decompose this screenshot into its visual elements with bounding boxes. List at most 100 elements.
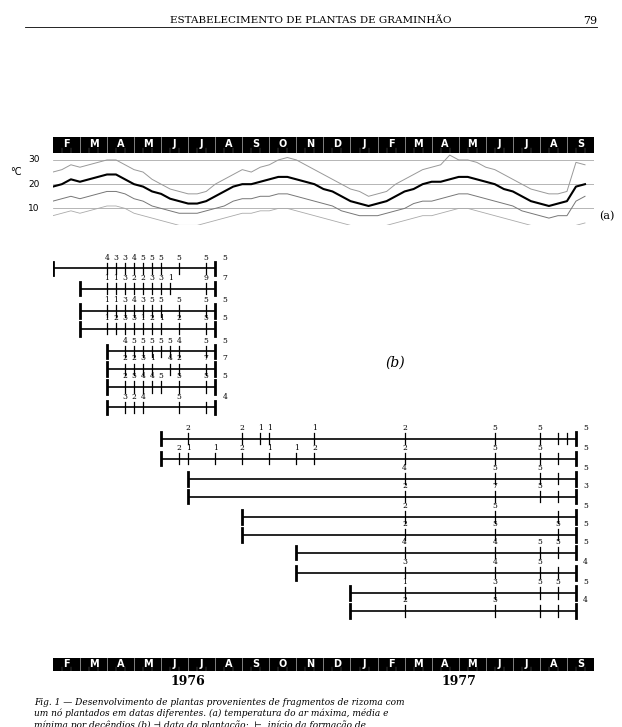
Text: 5: 5 bbox=[150, 254, 154, 262]
Text: 2: 2 bbox=[186, 424, 190, 432]
Text: 2: 2 bbox=[177, 355, 182, 363]
Text: J: J bbox=[362, 659, 366, 670]
Text: 4: 4 bbox=[141, 372, 146, 380]
Text: 1976: 1976 bbox=[171, 675, 205, 688]
Text: A: A bbox=[550, 659, 557, 670]
Text: A: A bbox=[442, 140, 449, 149]
Text: um nó plantados em datas diferentes. (a) temperatura do ar máxima, média e: um nó plantados em datas diferentes. (a)… bbox=[34, 709, 389, 718]
Text: 5: 5 bbox=[493, 596, 497, 604]
Text: 1: 1 bbox=[141, 314, 146, 322]
Text: 1: 1 bbox=[186, 444, 190, 452]
Text: 5: 5 bbox=[141, 254, 146, 262]
Text: 5: 5 bbox=[159, 337, 164, 345]
Text: 2: 2 bbox=[132, 355, 136, 363]
Text: 1: 1 bbox=[402, 578, 407, 586]
Text: J: J bbox=[200, 140, 203, 149]
Text: 2: 2 bbox=[150, 314, 154, 322]
Text: 2: 2 bbox=[132, 274, 136, 282]
Text: 5: 5 bbox=[204, 297, 208, 305]
Text: 4: 4 bbox=[583, 558, 588, 566]
Text: M: M bbox=[143, 659, 152, 670]
Text: 4: 4 bbox=[402, 538, 407, 546]
Text: 5: 5 bbox=[150, 297, 154, 305]
Text: 5: 5 bbox=[493, 502, 497, 510]
Text: F: F bbox=[63, 140, 70, 149]
Text: 5: 5 bbox=[204, 254, 208, 262]
Text: 3: 3 bbox=[149, 274, 155, 282]
Text: 2: 2 bbox=[402, 596, 407, 604]
Text: 5: 5 bbox=[141, 337, 146, 345]
Text: 4: 4 bbox=[123, 337, 128, 345]
Text: A: A bbox=[442, 659, 449, 670]
Text: 3: 3 bbox=[131, 314, 137, 322]
Text: 20: 20 bbox=[28, 180, 39, 189]
Text: 5: 5 bbox=[223, 254, 227, 262]
Text: 5: 5 bbox=[204, 337, 208, 345]
Text: 3: 3 bbox=[123, 297, 128, 305]
Text: O: O bbox=[279, 140, 287, 149]
Text: 4: 4 bbox=[493, 538, 497, 546]
Text: 1977: 1977 bbox=[441, 675, 476, 688]
Text: 5: 5 bbox=[537, 558, 542, 566]
Text: 2: 2 bbox=[402, 482, 407, 490]
Text: 5: 5 bbox=[132, 372, 136, 380]
Text: 4: 4 bbox=[150, 372, 154, 380]
Text: J: J bbox=[524, 659, 528, 670]
Text: 4: 4 bbox=[132, 297, 136, 305]
Text: 5: 5 bbox=[159, 297, 164, 305]
Text: 5: 5 bbox=[583, 502, 588, 510]
Text: 5: 5 bbox=[555, 578, 560, 586]
Text: D: D bbox=[333, 140, 341, 149]
Text: 2: 2 bbox=[240, 444, 244, 452]
Text: 4: 4 bbox=[141, 393, 146, 401]
Text: 2: 2 bbox=[402, 424, 407, 432]
Text: M: M bbox=[468, 140, 477, 149]
Text: 5: 5 bbox=[583, 464, 588, 472]
Text: 5: 5 bbox=[493, 444, 497, 452]
Text: 7: 7 bbox=[493, 482, 497, 490]
Text: 79: 79 bbox=[583, 16, 597, 26]
Text: 1: 1 bbox=[258, 424, 262, 432]
Text: O: O bbox=[279, 659, 287, 670]
Text: D: D bbox=[333, 659, 341, 670]
Text: J: J bbox=[524, 140, 528, 149]
Text: 3: 3 bbox=[159, 274, 164, 282]
Text: M: M bbox=[89, 659, 98, 670]
Text: N: N bbox=[306, 659, 314, 670]
Text: 1: 1 bbox=[267, 444, 272, 452]
Text: 5: 5 bbox=[583, 520, 588, 528]
Text: F: F bbox=[63, 659, 70, 670]
Text: 1: 1 bbox=[294, 444, 299, 452]
Text: 2: 2 bbox=[141, 274, 146, 282]
Text: J: J bbox=[173, 140, 177, 149]
Text: 30: 30 bbox=[28, 156, 39, 164]
Text: A: A bbox=[117, 659, 124, 670]
Text: M: M bbox=[143, 140, 152, 149]
Text: S: S bbox=[253, 140, 259, 149]
Text: 5: 5 bbox=[177, 372, 182, 380]
Text: A: A bbox=[225, 659, 233, 670]
Text: 1: 1 bbox=[114, 297, 118, 305]
Text: 4: 4 bbox=[223, 393, 227, 401]
Text: 5: 5 bbox=[177, 297, 182, 305]
Text: 3: 3 bbox=[141, 297, 146, 305]
Text: 1: 1 bbox=[104, 274, 109, 282]
Text: 4: 4 bbox=[168, 355, 172, 363]
Text: 1: 1 bbox=[159, 314, 164, 322]
Text: 4: 4 bbox=[493, 558, 497, 566]
Text: 2: 2 bbox=[123, 372, 128, 380]
Text: 5: 5 bbox=[223, 337, 227, 345]
Text: J: J bbox=[498, 140, 501, 149]
Text: 5: 5 bbox=[132, 337, 136, 345]
Text: 5: 5 bbox=[583, 444, 588, 452]
Text: 5: 5 bbox=[555, 520, 560, 528]
Text: 5: 5 bbox=[537, 538, 542, 546]
Text: 3: 3 bbox=[123, 393, 128, 401]
Text: A: A bbox=[550, 140, 557, 149]
Text: 5: 5 bbox=[204, 372, 208, 380]
Text: 1: 1 bbox=[312, 424, 317, 432]
Text: 4: 4 bbox=[132, 254, 136, 262]
Text: mínima por decêndios (b) ⊣ data da plantação;  ⊢  início da formação de: mínima por decêndios (b) ⊣ data da plant… bbox=[34, 720, 366, 727]
Text: S: S bbox=[577, 659, 584, 670]
Text: 1: 1 bbox=[267, 424, 272, 432]
